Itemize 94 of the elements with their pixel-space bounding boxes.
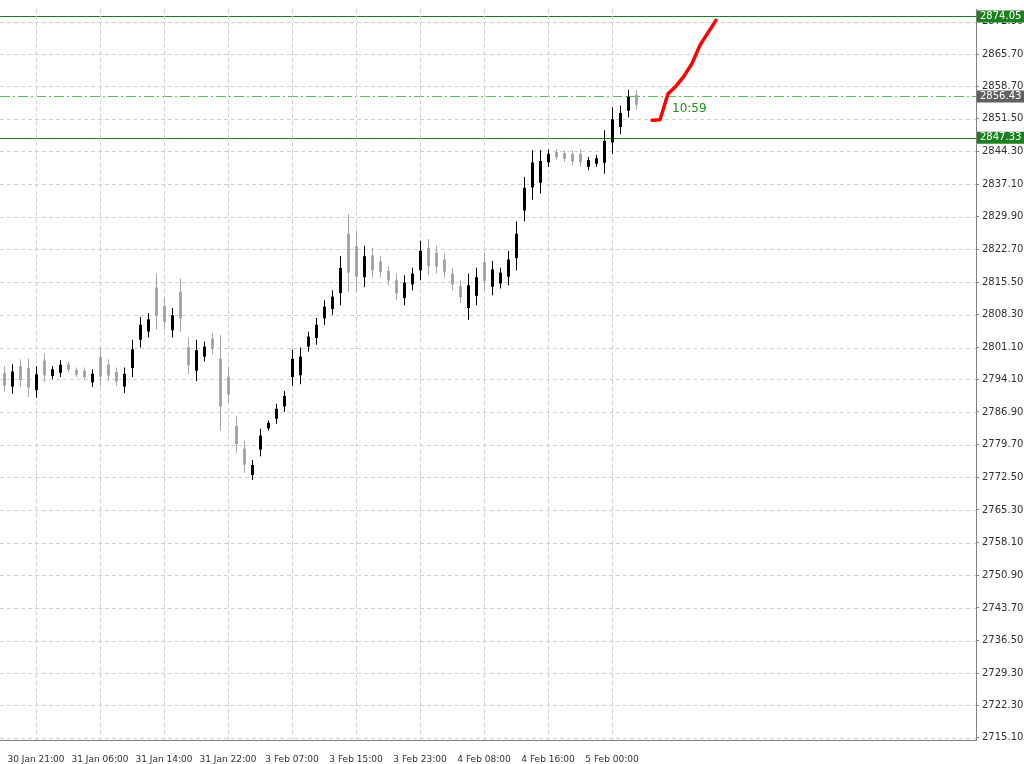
candlestick — [195, 339, 198, 382]
y-tick-label: 2794.10 — [982, 372, 1024, 384]
candlestick — [331, 289, 334, 316]
candlestick — [19, 358, 22, 388]
candlestick — [459, 279, 462, 304]
y-tick-label: 2815.50 — [982, 275, 1024, 287]
candlestick — [235, 415, 238, 454]
candlestick — [371, 247, 374, 279]
candlestick — [499, 267, 502, 290]
y-tick-label: 2801.10 — [982, 341, 1024, 353]
x-tick-label: 31 Jan 22:00 — [199, 753, 257, 764]
candlestick — [467, 273, 470, 321]
candlestick — [419, 240, 422, 281]
candlestick — [491, 260, 494, 296]
candlestick — [299, 347, 302, 385]
candlestick — [259, 428, 262, 457]
candlestick — [147, 312, 150, 339]
candlestick — [291, 349, 294, 387]
x-tick-label: 31 Jan 14:00 — [135, 753, 193, 764]
candlestick — [315, 317, 318, 346]
candlestick — [387, 265, 390, 286]
y-tick-label: 2786.90 — [982, 405, 1024, 417]
y-tick-label: 2722.30 — [982, 698, 1024, 710]
candlestick — [403, 274, 406, 306]
x-tick-label: 4 Feb 08:00 — [457, 753, 511, 764]
x-tick-label: 3 Feb 23:00 — [393, 753, 447, 764]
candlestick — [35, 365, 38, 399]
candlestick — [611, 106, 614, 155]
y-tick-label: 2808.30 — [982, 308, 1024, 320]
candlestick — [131, 339, 134, 378]
candlestick — [211, 332, 214, 355]
y-tick-label: 2765.30 — [982, 503, 1024, 515]
candlestick — [115, 366, 118, 387]
candlestick — [395, 273, 398, 301]
candlestick — [539, 149, 542, 195]
candlestick — [27, 357, 30, 398]
candlestick — [635, 89, 638, 111]
y-tick-label: 2758.10 — [982, 536, 1024, 548]
candlestick — [243, 440, 246, 474]
candlestick — [283, 390, 286, 413]
y-tick-label: 2829.90 — [982, 210, 1024, 222]
y-tick-label: 2851.50 — [982, 112, 1024, 124]
candlestick — [603, 129, 606, 175]
candlestick — [3, 365, 6, 393]
candlestick — [251, 459, 254, 481]
candlestick — [107, 358, 110, 382]
y-tick-label: 2743.70 — [982, 601, 1024, 613]
candlestick — [323, 299, 326, 326]
candlestick — [163, 297, 166, 331]
candlestick — [379, 255, 382, 279]
y-tick-label: 2772.50 — [982, 470, 1024, 482]
y-tick-label: 2750.90 — [982, 568, 1024, 580]
candlestick — [171, 307, 174, 339]
candlestick — [123, 366, 126, 394]
candlestick — [363, 245, 366, 288]
ref-line-label: 2847.33 — [980, 131, 1022, 143]
y-tick-label: 2865.70 — [982, 47, 1024, 59]
candlestick — [627, 89, 630, 118]
candlestick — [139, 316, 142, 348]
candlestick — [507, 250, 510, 286]
candlestick — [411, 267, 414, 291]
candlestick — [619, 105, 622, 135]
ref-line-label: 2874.05 — [980, 10, 1022, 22]
y-tick-label: 2844.30 — [982, 145, 1024, 157]
candlestick — [99, 347, 102, 387]
ref-line-label: 2856.43 — [980, 90, 1022, 102]
candlestick — [11, 363, 14, 395]
y-tick-label: 2779.70 — [982, 438, 1024, 450]
y-tick-label: 2858.70 — [982, 79, 1024, 91]
y-tick-label: 2822.70 — [982, 243, 1024, 255]
x-tick-label: 31 Jan 06:00 — [71, 753, 129, 764]
annotation: 10:59 — [672, 100, 707, 115]
candlestick — [203, 341, 206, 363]
y-tick-label: 2729.30 — [982, 666, 1024, 678]
candlestick — [475, 267, 478, 306]
candlestick — [451, 267, 454, 291]
x-tick-label: 5 Feb 00:00 — [585, 753, 639, 764]
x-tick-label: 30 Jan 21:00 — [7, 753, 65, 764]
candlestick — [187, 337, 190, 375]
candlestick — [523, 176, 526, 222]
x-tick-label: 3 Feb 07:00 — [265, 753, 319, 764]
candlestick — [483, 252, 486, 291]
x-tick-label: 4 Feb 16:00 — [521, 753, 575, 764]
y-tick-label: 2736.50 — [982, 634, 1024, 646]
x-tick-label: 3 Feb 15:00 — [329, 753, 383, 764]
candlestick — [443, 253, 446, 279]
candlestick — [435, 245, 438, 275]
candlestick — [227, 366, 230, 405]
candlestick — [427, 238, 430, 276]
y-tick-label: 2715.10 — [982, 731, 1024, 743]
candlestick — [307, 331, 310, 353]
candlestick — [43, 352, 46, 383]
y-tick-label: 2837.10 — [982, 177, 1024, 189]
candlestick — [275, 403, 278, 425]
